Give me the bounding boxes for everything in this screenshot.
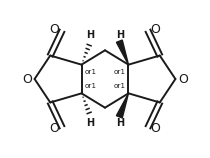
Text: or1: or1 (84, 69, 96, 75)
Text: or1: or1 (114, 83, 126, 89)
Text: O: O (178, 73, 188, 85)
Text: O: O (150, 122, 160, 135)
Text: or1: or1 (84, 83, 96, 89)
Text: O: O (50, 122, 60, 135)
Text: O: O (150, 23, 160, 36)
Text: H: H (86, 118, 94, 128)
Polygon shape (116, 93, 129, 118)
Text: H: H (116, 30, 124, 40)
Text: H: H (116, 118, 124, 128)
Text: O: O (22, 73, 32, 85)
Text: O: O (50, 23, 60, 36)
Text: or1: or1 (114, 69, 126, 75)
Polygon shape (116, 40, 129, 65)
Text: H: H (86, 30, 94, 40)
